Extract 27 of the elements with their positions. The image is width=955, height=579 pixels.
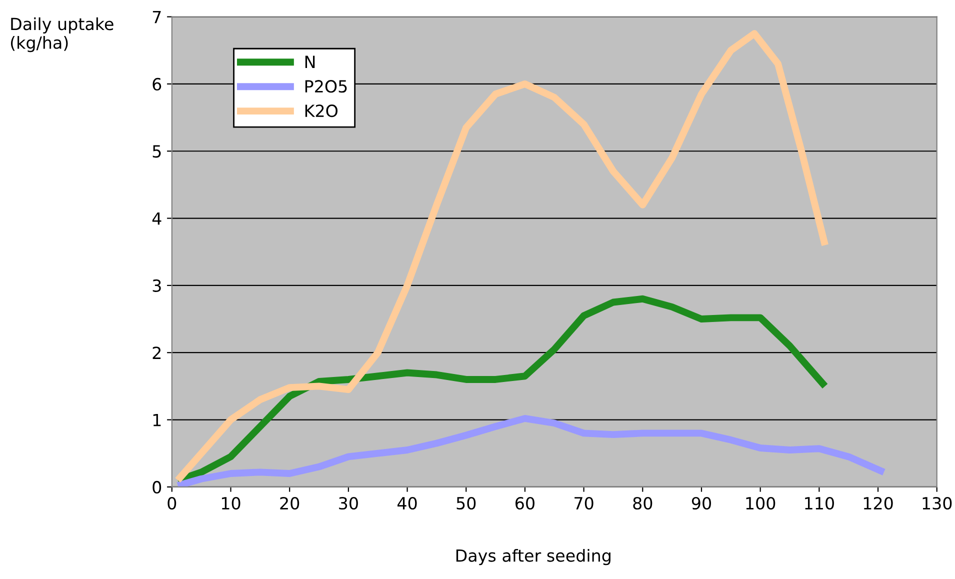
y-tick-label: 6 bbox=[152, 78, 162, 91]
y-tick-label: 0 bbox=[152, 480, 162, 494]
y-tick-label: 1 bbox=[153, 414, 161, 426]
x-tick-label: 100 bbox=[746, 496, 776, 510]
y-tick-label: 3 bbox=[152, 279, 161, 292]
x-tick-label: 120 bbox=[864, 496, 893, 510]
legend-label: N bbox=[305, 56, 315, 68]
y-tick-label: 2 bbox=[152, 346, 161, 359]
legend-label: P2O5 bbox=[305, 80, 347, 93]
y-tick-label: 7 bbox=[152, 10, 161, 24]
x-tick-label: 30 bbox=[339, 496, 358, 510]
x-tick-label: 20 bbox=[280, 496, 300, 510]
x-tick-label: 40 bbox=[397, 496, 417, 510]
y-tick-label: 5 bbox=[152, 145, 161, 158]
y-tick-label: 4 bbox=[152, 212, 162, 225]
x-tick-label: 60 bbox=[516, 496, 534, 510]
x-tick-label: 80 bbox=[633, 496, 652, 510]
x-tick-label: 110 bbox=[805, 496, 834, 510]
x-tick-label: 70 bbox=[574, 496, 594, 510]
x-tick-label: 90 bbox=[692, 496, 711, 510]
x-tick-label: 10 bbox=[222, 496, 240, 510]
y-axis-title: Daily uptake (kg/ha) bbox=[10, 17, 114, 52]
x-tick-label: 50 bbox=[456, 496, 476, 510]
x-axis-title: Days after seeding bbox=[456, 548, 610, 566]
x-tick-label: 0 bbox=[168, 496, 176, 510]
legend-label: K2O bbox=[305, 104, 338, 118]
x-tick-label: 130 bbox=[922, 496, 952, 510]
